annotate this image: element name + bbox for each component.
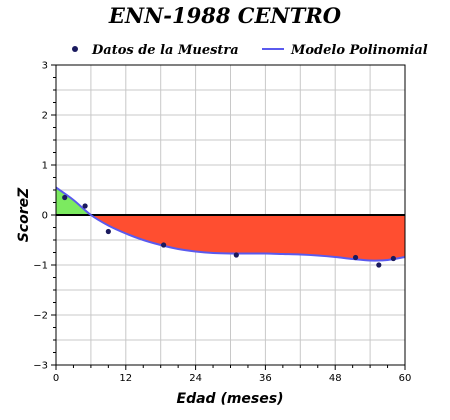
x-tick-label: 12 (119, 373, 132, 384)
data-point (376, 262, 382, 268)
x-tick-label: 24 (189, 373, 202, 384)
data-point (352, 254, 359, 261)
data-point (390, 255, 396, 262)
y-axis-label: ScoreZ (16, 187, 32, 242)
data-point (161, 242, 167, 248)
legend-label-data: Datos de la Muestra (91, 43, 239, 58)
y-tick-label: 0 (42, 211, 48, 222)
y-tick-label: 2 (42, 111, 48, 122)
data-points (62, 194, 396, 268)
data-point (62, 194, 68, 201)
chart-title: ENN-1988 CENTRO (108, 3, 342, 28)
data-point (105, 228, 111, 235)
y-axis: 3 2 1 0 −1 −2 −3 (33, 61, 56, 372)
x-tick-label: 0 (53, 373, 59, 384)
legend-label-model: Modelo Polinomial (290, 43, 428, 58)
y-tick-label: −1 (33, 261, 48, 272)
legend: Datos de la Muestra Modelo Polinomial (72, 43, 428, 58)
y-tick-label: −2 (33, 311, 48, 322)
model-line (55, 186, 406, 262)
y-tick-label: 1 (42, 161, 48, 172)
x-tick-label: 36 (259, 373, 272, 384)
legend-marker-data (72, 46, 78, 52)
y-tick-label: 3 (42, 61, 48, 72)
plot-area (55, 64, 406, 366)
x-axis-label: Edad (meses) (177, 391, 284, 407)
x-axis: 0 12 24 36 48 60 (53, 365, 412, 384)
negative-area-fill (90, 215, 406, 261)
data-point (233, 252, 239, 258)
data-point (82, 203, 88, 209)
x-tick-label: 48 (329, 373, 342, 384)
y-tick-label: −3 (33, 361, 48, 372)
x-tick-label: 60 (399, 373, 412, 384)
